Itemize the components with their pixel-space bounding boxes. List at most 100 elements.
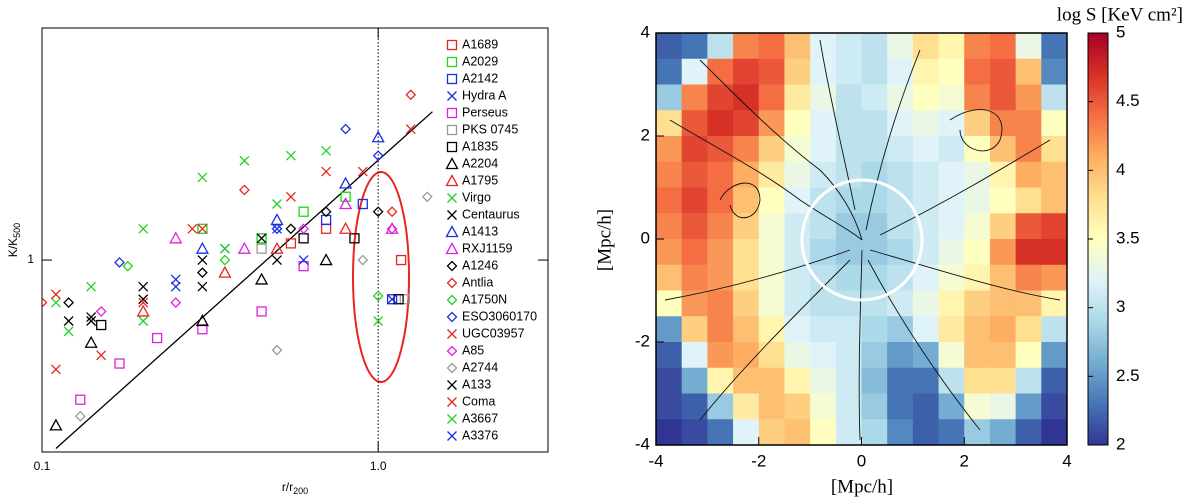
- heat-cell: [681, 290, 708, 317]
- heat-cell: [1015, 110, 1042, 137]
- heat-cell: [681, 187, 708, 214]
- heat-cell: [989, 264, 1017, 291]
- marker-triangle: [169, 231, 183, 244]
- heat-cell: [810, 419, 837, 446]
- heat-cell: [656, 213, 683, 240]
- marker-square: [386, 294, 398, 305]
- heat-cell: [887, 161, 914, 188]
- marker-square: [393, 294, 404, 305]
- marker-x: [197, 172, 208, 183]
- streamline: [869, 249, 1061, 301]
- marker-square: [395, 254, 407, 266]
- heat-cell: [887, 367, 914, 394]
- marker-x: [197, 255, 208, 266]
- heat-cell: [989, 367, 1017, 394]
- heat-cell: [681, 264, 708, 291]
- marker-diamond: [170, 297, 182, 309]
- heat-cell: [758, 84, 785, 111]
- heat-cell: [1015, 316, 1042, 343]
- marker-bowtie: [447, 397, 457, 407]
- heat-cell: [964, 393, 991, 420]
- marker-diamond: [446, 362, 458, 374]
- marker-diamond: [446, 294, 458, 306]
- legend-label: PKS 0745: [462, 122, 518, 136]
- marker-triangle: [445, 225, 459, 238]
- legend-label: A1413: [462, 224, 498, 238]
- heat-cell: [912, 342, 940, 369]
- heat-cell: [887, 213, 914, 240]
- heat-cell: [989, 419, 1017, 446]
- y-tick-label: 1: [27, 252, 34, 266]
- heat-cell: [989, 213, 1017, 240]
- heat-cell: [1041, 342, 1068, 369]
- heat-cell: [1015, 33, 1042, 60]
- heat-cell: [733, 290, 760, 317]
- marker-triangle: [218, 265, 232, 278]
- heat-cell: [1015, 419, 1042, 446]
- heat-cell: [733, 264, 760, 291]
- legend-label: A3376: [462, 428, 498, 442]
- marker-square: [298, 261, 309, 272]
- marker-triangle: [195, 314, 209, 327]
- marker-triangle: [195, 241, 209, 254]
- heat-cell: [758, 239, 785, 266]
- heat-cell: [912, 187, 940, 214]
- heat-cell: [964, 187, 991, 214]
- heat-cell: [835, 187, 862, 214]
- heat-cell: [835, 393, 862, 420]
- heat-cell: [758, 419, 785, 446]
- heat-cell: [758, 187, 785, 214]
- marker-x: [138, 223, 149, 234]
- colorbar-tick-label: 4: [1116, 160, 1125, 179]
- heat-cell: [835, 264, 862, 291]
- marker-diamond: [446, 345, 458, 357]
- marker-diamond: [405, 89, 417, 101]
- marker-triangle: [339, 197, 353, 210]
- heat-cell: [784, 342, 811, 369]
- x-axis-label: r/r200: [282, 480, 308, 496]
- marker-triangle: [445, 157, 459, 170]
- heat-cell: [810, 33, 837, 60]
- heat-cell: [707, 367, 734, 394]
- x-tick-label: -2: [751, 451, 766, 470]
- marker-square: [320, 223, 332, 234]
- heat-cell: [681, 58, 708, 85]
- heat-cell: [912, 393, 940, 420]
- heat-cell: [656, 33, 683, 60]
- heat-cell: [784, 393, 811, 420]
- marker-x: [187, 223, 198, 234]
- marker-square: [114, 358, 125, 369]
- heat-cell: [938, 84, 965, 111]
- heat-cell: [989, 84, 1017, 111]
- heat-cell: [784, 136, 811, 163]
- legend-label: ESO3060170: [462, 309, 537, 323]
- heat-cell: [758, 342, 785, 369]
- scatter-panel: r/r200 K/K500 0.1 1.0 1 A1689 A2029 A2142 Hydr…: [6, 27, 549, 496]
- heat-cell: [784, 264, 811, 291]
- heat-cell: [861, 110, 888, 137]
- marker-square: [446, 141, 458, 153]
- legend-label: A133: [462, 377, 491, 391]
- streamline: [867, 259, 981, 431]
- heat-cell: [656, 367, 683, 394]
- heat-cell: [989, 33, 1017, 60]
- streamline: [664, 249, 851, 301]
- marker-bowtie: [138, 316, 149, 326]
- heat-cell: [1041, 419, 1068, 446]
- heat-cell: [681, 136, 708, 163]
- heat-cell: [861, 58, 888, 85]
- streamline: [858, 249, 863, 441]
- heat-cell: [887, 33, 914, 60]
- heat-cell: [1015, 290, 1042, 317]
- marker-square: [197, 324, 208, 335]
- heat-cell: [912, 161, 940, 188]
- colorbar-tick-label: 5: [1116, 22, 1125, 41]
- marker-square: [96, 319, 107, 331]
- heat-cell: [964, 33, 991, 60]
- marker-square: [197, 223, 208, 234]
- heat-cell: [707, 187, 734, 214]
- marker-x: [239, 155, 250, 166]
- heat-cell: [733, 342, 760, 369]
- colorbar-tick-label: 3: [1116, 297, 1125, 316]
- marker-triangle: [254, 272, 269, 285]
